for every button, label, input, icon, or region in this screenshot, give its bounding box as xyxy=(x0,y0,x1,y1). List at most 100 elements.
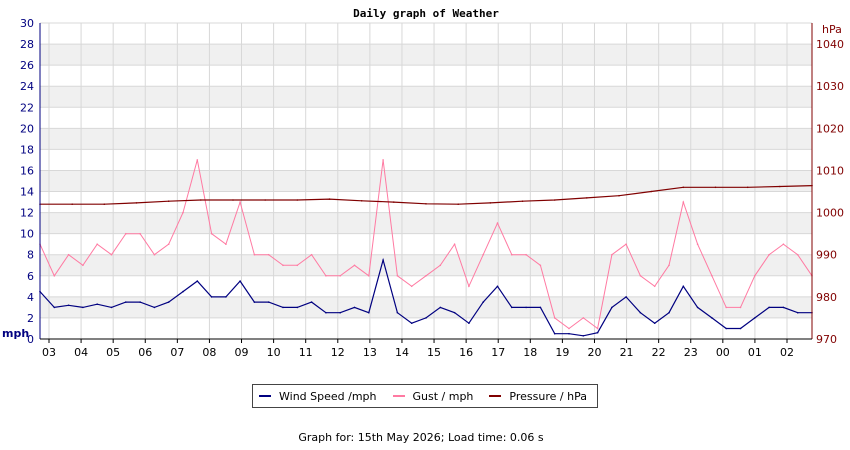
data-point xyxy=(96,303,98,306)
data-point xyxy=(253,253,256,256)
data-point xyxy=(682,201,685,203)
data-point xyxy=(167,301,170,303)
data-point xyxy=(568,327,570,330)
data-point xyxy=(582,317,585,319)
data-point xyxy=(425,275,427,277)
x-tick-label: 18 xyxy=(523,346,537,359)
data-point xyxy=(310,301,313,303)
data-point xyxy=(328,198,331,200)
data-point xyxy=(453,311,456,314)
y-left-tick-label: 10 xyxy=(20,228,34,241)
data-point xyxy=(714,186,717,189)
y-left-tick-label: 12 xyxy=(20,207,34,220)
data-point xyxy=(782,306,785,309)
x-tick-label: 23 xyxy=(684,346,698,359)
legend-label-pressure: Pressure / hPa xyxy=(509,389,587,403)
data-point xyxy=(267,253,270,256)
data-point xyxy=(282,306,284,309)
legend-swatch-wind xyxy=(259,395,271,397)
data-point xyxy=(553,199,556,201)
data-point xyxy=(71,203,73,205)
data-point xyxy=(618,194,620,197)
data-point xyxy=(539,306,542,309)
data-point xyxy=(768,253,770,256)
data-point xyxy=(711,275,713,277)
y-left-tick-label: 0 xyxy=(27,333,34,346)
data-point xyxy=(779,185,781,188)
y-left-tick-label: 8 xyxy=(27,249,34,262)
y-left-tick-label: 24 xyxy=(20,80,34,93)
data-point xyxy=(739,327,742,330)
data-point xyxy=(725,306,727,309)
data-point xyxy=(782,243,785,245)
x-tick-label: 10 xyxy=(267,346,281,359)
data-point xyxy=(153,306,156,309)
data-point xyxy=(768,306,770,309)
data-point xyxy=(396,311,399,314)
y-left-unit-label: mph xyxy=(2,327,29,340)
legend-item-pressure: Pressure / hPa xyxy=(489,390,587,403)
data-point xyxy=(525,306,527,309)
data-point xyxy=(410,322,413,325)
data-point xyxy=(396,275,399,277)
data-point xyxy=(482,253,485,256)
y-right-tick-label: 990 xyxy=(816,249,837,262)
data-point xyxy=(82,264,84,267)
y-right-tick-label: 1000 xyxy=(816,207,844,220)
legend-label-wind: Wind Speed /mph xyxy=(279,389,377,403)
y-left-tick-label: 4 xyxy=(27,291,34,304)
data-point xyxy=(489,202,492,204)
data-point xyxy=(696,306,699,309)
data-point xyxy=(468,285,470,288)
data-point xyxy=(267,301,270,303)
data-point xyxy=(457,203,460,205)
data-point xyxy=(496,285,499,288)
grid-band xyxy=(40,212,812,234)
data-point xyxy=(725,327,727,330)
data-point xyxy=(739,306,742,309)
data-point xyxy=(668,311,670,314)
data-point xyxy=(746,186,749,189)
data-point xyxy=(196,280,199,282)
x-tick-label: 14 xyxy=(395,346,409,359)
legend-item-wind: Wind Speed /mph xyxy=(259,390,377,403)
y-left-tick-label: 16 xyxy=(20,164,34,177)
data-point xyxy=(650,190,652,193)
legend-label-gust: Gust / mph xyxy=(412,389,474,403)
data-point xyxy=(521,200,524,202)
data-point xyxy=(582,335,585,337)
legend-swatch-pressure xyxy=(489,395,502,397)
data-point xyxy=(225,296,227,298)
data-point xyxy=(339,275,342,277)
x-tick-label: 16 xyxy=(459,346,473,359)
legend: Wind Speed /mph Gust / mph Pressure / hP… xyxy=(252,384,598,408)
data-point xyxy=(625,296,627,298)
data-point xyxy=(596,331,599,334)
data-point xyxy=(53,275,56,277)
data-point xyxy=(125,232,127,235)
x-tick-label: 05 xyxy=(106,346,120,359)
data-point xyxy=(182,290,184,293)
x-tick-label: 20 xyxy=(587,346,601,359)
data-point xyxy=(511,253,513,256)
y-left-tick-label: 6 xyxy=(27,270,34,283)
x-tick-label: 00 xyxy=(716,346,730,359)
data-point xyxy=(210,296,213,298)
data-point xyxy=(82,306,84,309)
x-tick-label: 11 xyxy=(299,346,313,359)
x-tick-label: 06 xyxy=(138,346,152,359)
footer-status: Graph for: 15th May 2026; Load time: 0.0… xyxy=(298,431,544,444)
data-point xyxy=(496,222,499,224)
data-point xyxy=(553,317,556,319)
x-tick-label: 13 xyxy=(363,346,377,359)
y-right-tick-label: 1030 xyxy=(816,80,844,93)
data-point xyxy=(325,275,327,277)
data-point xyxy=(67,304,70,307)
data-point xyxy=(96,243,98,245)
data-point xyxy=(310,253,313,256)
data-point xyxy=(382,159,384,161)
data-point xyxy=(425,203,427,205)
data-point xyxy=(125,301,127,303)
y-right-tick-label: 1010 xyxy=(816,164,844,177)
x-tick-label: 09 xyxy=(235,346,249,359)
